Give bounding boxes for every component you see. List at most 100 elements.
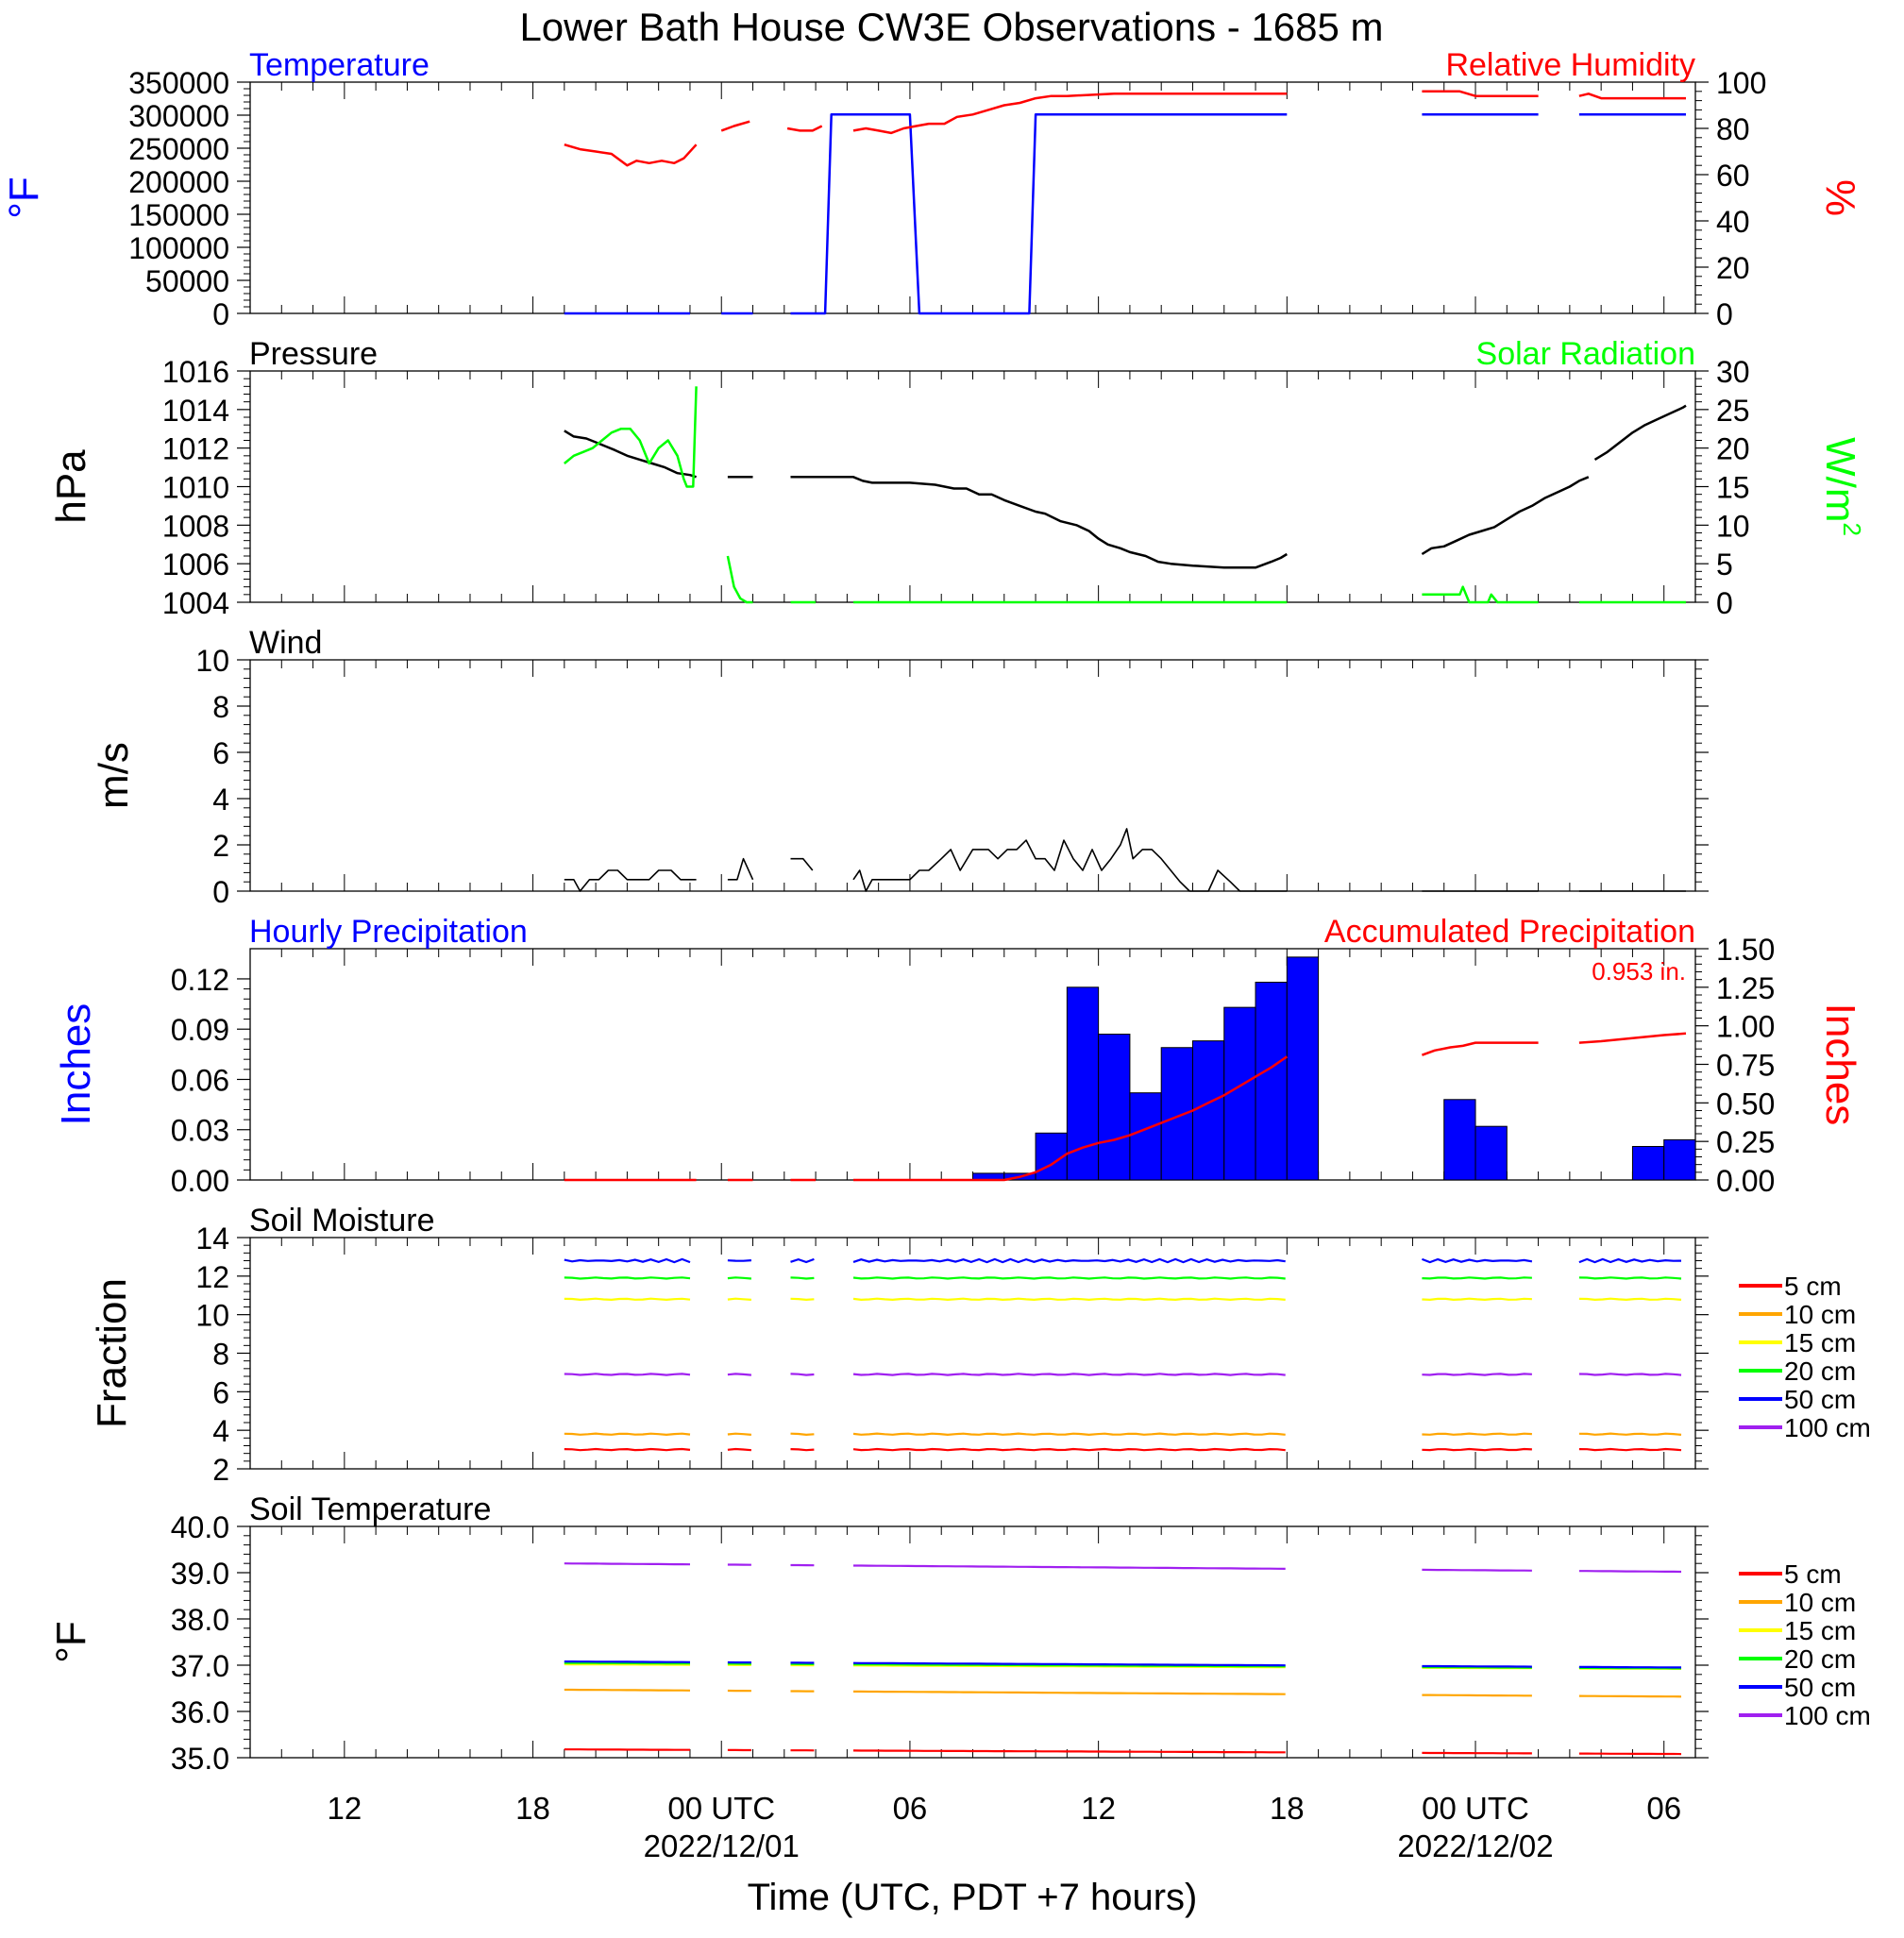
panel-title-left: Pressure — [249, 336, 378, 372]
legend-label: 5 cm — [1784, 1272, 1842, 1301]
series-line — [564, 1257, 1682, 1264]
y-tick-label-left: 35.0 — [171, 1742, 229, 1776]
x-axis-title: Time (UTC, PDT +7 hours) — [748, 1877, 1198, 1918]
y-tick-label-left: 0.00 — [171, 1164, 229, 1198]
precip-bar — [1631, 1145, 1665, 1181]
y-tick-label-left: 10 — [195, 1299, 229, 1333]
legend-label: 100 cm — [1784, 1701, 1871, 1730]
panel-title-left: Soil Moisture — [249, 1203, 435, 1239]
legend-label: 5 cm — [1784, 1559, 1842, 1589]
y-tick-label-left: 38.0 — [171, 1603, 229, 1637]
series-line — [564, 1660, 1681, 1669]
y-tick-label-right: 60 — [1716, 159, 1750, 193]
legend-label: 15 cm — [1784, 1616, 1856, 1645]
x-tick-label: 12 — [1081, 1791, 1116, 1826]
y-tick-label-left: 1006 — [162, 548, 229, 581]
x-tick-label: 06 — [1646, 1791, 1681, 1826]
y-tick-label-right: 5 — [1716, 548, 1733, 581]
x-tick-date-label: 2022/12/02 — [1397, 1828, 1553, 1863]
y-tick-label-left: 8 — [212, 1338, 229, 1372]
plot-frame — [249, 659, 1696, 892]
panel-precipitation: 0.00 0.03 0.06 0.09 0.12 0.00 0.25 0.50 0.75 1.00… — [53, 914, 1863, 1198]
x-tick-date-label: 2022/12/01 — [644, 1828, 800, 1863]
y-axis-label-right: W/m2 — [1817, 437, 1866, 536]
x-tick-label: 18 — [515, 1791, 550, 1826]
legend-label: 15 cm — [1784, 1328, 1856, 1357]
y-tick-label-left: 1016 — [162, 355, 229, 389]
y-tick-label-left: 40.0 — [171, 1510, 229, 1544]
series-line — [564, 1032, 1687, 1182]
y-axis-label-right: Inches — [1817, 1003, 1863, 1126]
series-line — [564, 1447, 1682, 1452]
panel-title-right: Relative Humidity — [1445, 47, 1695, 83]
plot-frame — [249, 1525, 1696, 1759]
precip-bar — [1663, 1138, 1696, 1181]
y-tick-label-left: 1010 — [162, 471, 229, 505]
panel-title-left: Wind — [249, 625, 322, 661]
y-axis-label-left: m/s — [91, 742, 137, 809]
series-line — [564, 90, 1686, 167]
y-tick-label-left: 350000 — [128, 66, 229, 100]
precip-bar — [1191, 1040, 1225, 1181]
precip-bar — [1098, 1034, 1131, 1181]
y-tick-label-left: 250000 — [128, 132, 229, 166]
series-line — [564, 828, 1686, 892]
y-axis-label-left: Inches — [53, 1003, 99, 1126]
y-tick-label-right: 0.50 — [1716, 1087, 1775, 1121]
panel-temperature: 0500001000001500002000002500003000003500… — [1, 47, 1863, 331]
y-tick-label-left: 0.09 — [171, 1013, 229, 1047]
y-tick-label-left: 2 — [212, 1453, 229, 1487]
legend-label: 20 cm — [1784, 1357, 1856, 1386]
panel-title-left: Hourly Precipitation — [249, 914, 528, 950]
y-tick-label-left: 0 — [212, 875, 229, 909]
panel-title-left: Temperature — [249, 47, 430, 83]
accumulated-total-label: 0.953 in. — [1592, 957, 1686, 986]
y-tick-label-left: 4 — [212, 1414, 229, 1448]
y-tick-label-right: 1.00 — [1716, 1010, 1775, 1044]
series-line — [564, 386, 1686, 604]
precip-bar — [1255, 982, 1288, 1181]
legend-label: 20 cm — [1784, 1644, 1856, 1674]
y-tick-label-right: 0.25 — [1716, 1125, 1775, 1159]
precip-bar — [1160, 1047, 1193, 1181]
panel-title-right: Accumulated Precipitation — [1324, 914, 1695, 950]
series-line — [564, 1748, 1682, 1756]
series-line — [564, 1276, 1682, 1280]
y-axis-label-left: Fraction — [89, 1278, 135, 1428]
series-line — [564, 1562, 1682, 1574]
series-line — [564, 1688, 1682, 1698]
y-tick-label-left: 10 — [195, 644, 229, 678]
precip-bar — [1474, 1125, 1508, 1181]
y-tick-label-left: 150000 — [128, 198, 229, 232]
y-tick-label-right: 10 — [1716, 509, 1750, 543]
y-tick-label-left: 8 — [212, 690, 229, 724]
y-tick-label-left: 37.0 — [171, 1649, 229, 1683]
y-tick-label-right: 0.00 — [1716, 1164, 1775, 1198]
panel-title-left: Soil Temperature — [249, 1491, 491, 1527]
y-tick-label-left: 0.06 — [171, 1063, 229, 1097]
y-axis-label-right-superscript: 2 — [1838, 522, 1866, 535]
x-tick-label: 06 — [893, 1791, 928, 1826]
y-tick-label-left: 12 — [195, 1260, 229, 1294]
y-axis-label-left: °F — [48, 1621, 94, 1662]
legend-label: 10 cm — [1784, 1300, 1856, 1329]
legend-label: 50 cm — [1784, 1673, 1856, 1702]
series-line — [564, 1373, 1682, 1376]
series-line — [564, 1661, 1681, 1670]
chart-title: Lower Bath House CW3E Observations - 168… — [519, 5, 1383, 49]
x-tick-label: 12 — [327, 1791, 362, 1826]
y-tick-label-left: 100000 — [128, 231, 229, 265]
y-tick-label-left: 2 — [212, 829, 229, 863]
legend-label: 100 cm — [1784, 1413, 1871, 1442]
x-tick-label: 00 UTC — [1422, 1791, 1529, 1826]
y-tick-label-right: 1.25 — [1716, 971, 1775, 1005]
y-tick-label-right: 80 — [1716, 112, 1750, 146]
y-tick-label-left: 1008 — [162, 509, 229, 543]
y-tick-label-left: 14 — [195, 1222, 229, 1255]
y-tick-label-right: 100 — [1716, 66, 1766, 100]
y-tick-label-right: 20 — [1716, 251, 1750, 285]
y-tick-label-left: 6 — [212, 1375, 229, 1409]
y-tick-label-right: 0.75 — [1716, 1049, 1775, 1083]
plot-frame — [249, 370, 1696, 603]
